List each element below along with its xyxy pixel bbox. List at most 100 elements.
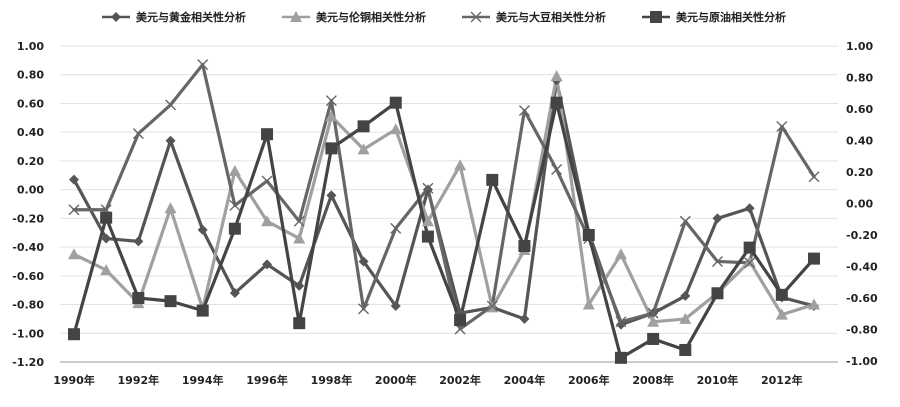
square-marker <box>261 128 274 141</box>
x-marker <box>358 303 370 315</box>
x-marker-stroke <box>551 164 563 176</box>
square-marker <box>486 173 499 186</box>
x-marker <box>390 222 402 234</box>
diamond-marker <box>390 300 401 311</box>
right-axis-tick-label: -0.60 <box>846 292 878 305</box>
triangle-marker <box>582 298 595 310</box>
diamond-marker <box>262 259 273 270</box>
x-marker <box>325 95 337 107</box>
diamond-marker <box>197 224 208 235</box>
triangle-marker <box>261 215 274 227</box>
square-marker <box>647 332 660 345</box>
x-marker-stroke <box>165 99 177 111</box>
x-axis-tick-label: 2012年 <box>761 373 803 387</box>
square-marker <box>389 96 402 109</box>
triangle-marker <box>421 215 434 227</box>
square-marker <box>132 292 145 304</box>
triangle-marker <box>679 312 692 324</box>
x-marker <box>679 215 691 227</box>
x-marker-stroke <box>422 182 434 194</box>
x-axis-tick-label: 2002年 <box>439 373 481 387</box>
x-marker-stroke <box>647 307 659 319</box>
triangle-marker <box>454 159 467 171</box>
x-marker-stroke <box>776 120 788 132</box>
x-marker <box>518 105 530 117</box>
x-marker-stroke <box>229 199 241 211</box>
x-marker-stroke <box>679 215 691 227</box>
diamond-marker <box>680 290 691 301</box>
triangle-marker <box>228 164 241 176</box>
x-axis-tick-label: 2004年 <box>504 373 546 387</box>
square-marker <box>196 304 209 317</box>
series-line <box>72 78 816 327</box>
x-marker <box>165 99 177 111</box>
x-marker-stroke <box>615 316 627 328</box>
diamond-marker <box>422 184 433 195</box>
diamond-marker <box>111 12 121 22</box>
x-marker <box>422 182 434 194</box>
x-marker <box>486 300 498 312</box>
x-axis-tick-label: 2010年 <box>697 373 739 387</box>
square-marker <box>164 295 177 308</box>
x-axis-tick-label: 1998年 <box>311 373 353 387</box>
x-marker <box>229 199 241 211</box>
right-axis-tick-label: -0.40 <box>846 261 878 274</box>
square-marker <box>743 241 756 254</box>
square-marker <box>550 96 563 109</box>
square-marker <box>679 343 692 356</box>
triangle-marker <box>775 308 788 320</box>
left-axis-tick-label: 0.20 <box>17 155 44 168</box>
diamond-marker <box>326 190 337 201</box>
legend-label: 美元与大豆相关性分析 <box>496 10 606 24</box>
x-axis-tick-label: 1994年 <box>182 373 224 387</box>
x-axis-tick-label: 2008年 <box>632 373 674 387</box>
grid <box>60 45 838 363</box>
left-axis-tick-label: -1.00 <box>12 327 44 340</box>
x-marker <box>68 204 80 216</box>
x-marker-stroke <box>390 222 402 234</box>
left-axis-tick-label: -1.20 <box>12 356 44 369</box>
x-marker <box>615 316 627 328</box>
triangle-marker <box>550 70 563 82</box>
x-marker <box>711 255 723 267</box>
square-marker <box>582 229 595 241</box>
legend-label: 美元与原油相关性分析 <box>676 10 786 24</box>
x-marker-stroke <box>293 215 305 227</box>
series-markers <box>68 59 820 364</box>
square-marker <box>228 222 241 235</box>
x-axis-tick-label: 1996年 <box>246 373 288 387</box>
series-lines <box>72 63 816 360</box>
x-marker <box>293 215 305 227</box>
x-marker-stroke <box>808 171 820 183</box>
triangle-marker <box>293 232 306 244</box>
right-axis-tick-label: -0.80 <box>846 324 878 337</box>
triangle-marker <box>164 202 177 214</box>
x-marker <box>744 257 756 269</box>
diamond-marker <box>133 236 144 247</box>
diamond-marker <box>615 319 626 330</box>
x-marker <box>132 128 144 140</box>
diamond-marker <box>294 280 305 291</box>
square-marker <box>650 11 662 23</box>
x-marker-stroke <box>358 303 370 315</box>
square-marker <box>711 287 724 300</box>
square-marker <box>421 230 434 243</box>
left-axis-tick-label: 0.40 <box>17 126 44 139</box>
x-marker-stroke <box>261 175 273 187</box>
left-axis-tick-label: 0.00 <box>17 184 44 197</box>
diamond-marker <box>519 313 530 324</box>
triangle-marker <box>647 315 660 327</box>
left-axis-tick-label: 0.80 <box>17 69 44 82</box>
x-marker-stroke <box>325 95 337 107</box>
diamond-marker <box>69 174 79 185</box>
triangle-marker <box>68 248 80 260</box>
series-line <box>72 63 816 331</box>
x-marker-stroke <box>744 257 756 269</box>
square-marker <box>293 317 306 330</box>
x-marker-stroke <box>486 300 498 312</box>
diamond-marker <box>358 256 369 267</box>
diamond-marker <box>744 203 755 214</box>
legend: 美元与黄金相关性分析 美元与伦铜相关性分析 美元与大豆相关性分析 美元与原油相关性分析 <box>102 10 786 24</box>
right-axis-tick-label: 0.00 <box>846 198 873 211</box>
x-marker <box>647 307 659 319</box>
